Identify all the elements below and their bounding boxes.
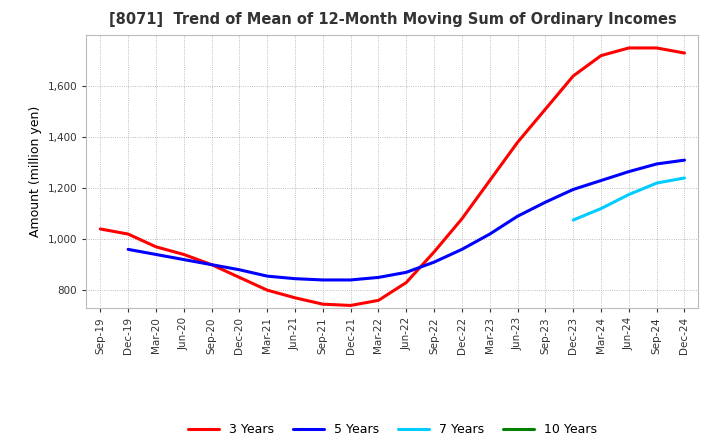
3 Years	[374, 298, 383, 303]
Line: 3 Years: 3 Years	[100, 48, 685, 305]
5 Years	[124, 247, 132, 252]
5 Years	[624, 169, 633, 174]
3 Years	[152, 244, 161, 249]
3 Years	[485, 178, 494, 183]
5 Years	[652, 161, 661, 167]
3 Years	[458, 216, 467, 221]
3 Years	[207, 262, 216, 267]
5 Years	[513, 213, 522, 219]
5 Years	[430, 260, 438, 265]
3 Years	[235, 275, 243, 280]
3 Years	[624, 45, 633, 51]
5 Years	[207, 262, 216, 267]
Title: [8071]  Trend of Mean of 12-Month Moving Sum of Ordinary Incomes: [8071] Trend of Mean of 12-Month Moving …	[109, 12, 676, 27]
3 Years	[541, 106, 550, 112]
Legend: 3 Years, 5 Years, 7 Years, 10 Years: 3 Years, 5 Years, 7 Years, 10 Years	[183, 418, 602, 440]
7 Years	[652, 180, 661, 186]
3 Years	[291, 295, 300, 301]
3 Years	[430, 249, 438, 255]
3 Years	[680, 51, 689, 56]
3 Years	[96, 226, 104, 231]
5 Years	[152, 252, 161, 257]
5 Years	[291, 276, 300, 281]
5 Years	[569, 187, 577, 192]
7 Years	[569, 217, 577, 223]
5 Years	[541, 200, 550, 205]
5 Years	[374, 275, 383, 280]
3 Years	[179, 252, 188, 257]
5 Years	[346, 277, 355, 282]
3 Years	[318, 301, 327, 307]
5 Years	[680, 158, 689, 163]
3 Years	[346, 303, 355, 308]
3 Years	[652, 45, 661, 51]
7 Years	[597, 206, 606, 211]
Y-axis label: Amount (million yen): Amount (million yen)	[30, 106, 42, 237]
7 Years	[680, 175, 689, 180]
5 Years	[485, 231, 494, 237]
5 Years	[318, 277, 327, 282]
3 Years	[513, 139, 522, 145]
Line: 7 Years: 7 Years	[573, 178, 685, 220]
5 Years	[179, 257, 188, 262]
3 Years	[569, 73, 577, 79]
5 Years	[458, 247, 467, 252]
3 Years	[263, 287, 271, 293]
5 Years	[235, 267, 243, 272]
3 Years	[597, 53, 606, 58]
5 Years	[402, 270, 410, 275]
7 Years	[624, 192, 633, 197]
Line: 5 Years: 5 Years	[128, 160, 685, 280]
3 Years	[124, 231, 132, 237]
5 Years	[597, 178, 606, 183]
3 Years	[402, 280, 410, 285]
5 Years	[263, 274, 271, 279]
